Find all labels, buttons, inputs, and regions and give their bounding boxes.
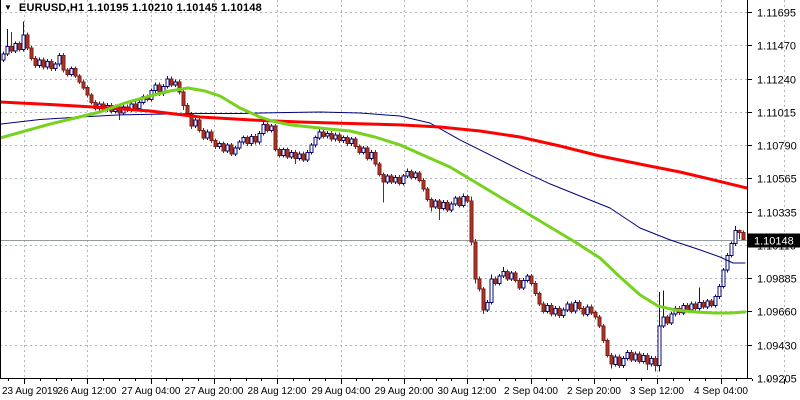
time-tick-label: 27 Aug 20:00 [185,386,244,397]
time-tick-label: 28 Aug 12:00 [248,386,307,397]
price-tick-label: 1.11695 [757,8,796,20]
price-tick-label: 1.09885 [757,274,797,286]
axes-frame [0,0,752,379]
time-tick-label: 30 Aug 12:00 [438,386,497,397]
time-tick-label: 26 Aug 12:00 [58,386,117,397]
price-tick-label: 1.09205 [757,374,797,386]
ma-red-line [0,100,747,190]
time-tick-label: 29 Aug 20:00 [375,386,434,397]
time-tick-label: 2 Sep 04:00 [504,386,558,397]
price-tick-label: 1.09430 [757,341,797,353]
time-tick-label: 3 Sep 12:00 [630,386,684,397]
price-tick-label: 1.11470 [757,41,796,53]
time-tick-label: 23 Aug 2019 [2,386,59,397]
price-tick-label: 1.11240 [757,75,796,87]
svg-text:1.10148: 1.10148 [754,236,794,248]
current-price-label: 1.10148 [748,233,800,248]
symbol-dropdown-icon[interactable]: ▼ [4,3,12,12]
price-tick-label: 1.10335 [757,208,797,220]
ma-green-line [0,86,747,315]
price-tick-label: 1.11015 [757,108,796,120]
ma-blue-line [0,111,746,264]
time-axis[interactable]: 23 Aug 2019 26 Aug 12:00 27 Aug 04:00 27 Au… [2,379,785,397]
time-tick-label: 29 Aug 04:00 [312,386,371,397]
price-tick-label: 1.09660 [757,307,797,319]
price-tick-label: 1.10790 [757,141,797,153]
chart-title: EURUSD,H1 1.10195 1.10210 1.10145 1.1014… [18,2,262,14]
time-tick-label: 4 Sep 04:00 [694,386,748,397]
time-tick-label: 2 Sep 20:00 [567,386,621,397]
time-tick-label: 27 Aug 04:00 [122,386,181,397]
price-axis[interactable]: 1.11695 1.11470 1.11240 1.11015 1.10790 1.105… [748,8,797,386]
title-bar: ▼ EURUSD,H1 1.10195 1.10210 1.10145 1.10… [4,2,262,14]
candlesticks [1,21,746,372]
price-tick-label: 1.10565 [757,174,797,186]
